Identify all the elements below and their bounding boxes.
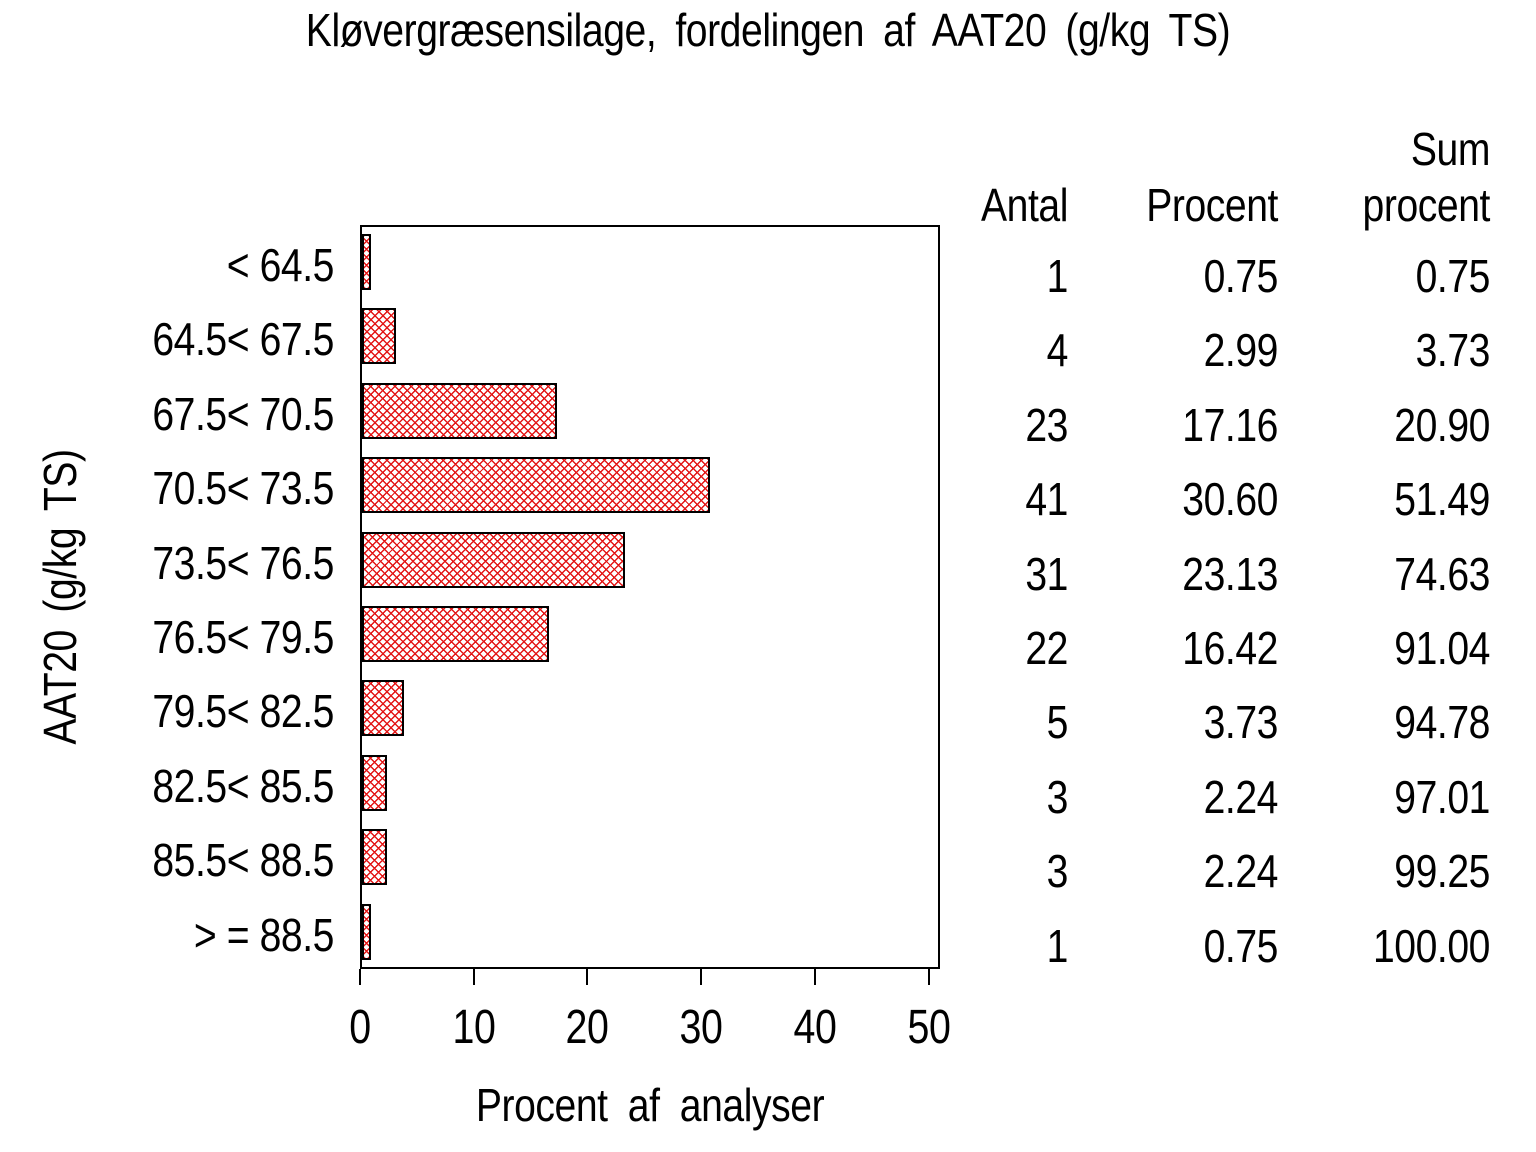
category-label: < 64.5 (226, 239, 335, 291)
bar (362, 829, 387, 886)
bar (362, 457, 710, 514)
x-tick-mark (813, 969, 816, 985)
table-cell-antal: 1 (1046, 250, 1069, 302)
table-cell-antal: 3 (1046, 770, 1069, 823)
table-header-procent: Procent (1146, 179, 1278, 231)
table-cell-sum-procent: 20.90 (1394, 398, 1490, 451)
category-label: 67.5< 70.5 (152, 387, 334, 440)
table-cell-sum-procent: 99.25 (1394, 845, 1490, 898)
category-label: 79.5< 82.5 (152, 685, 334, 738)
table-header-antal: Antal (980, 179, 1068, 231)
x-tick-mark (472, 969, 475, 985)
x-tick-mark (359, 969, 361, 985)
bar (362, 754, 387, 811)
x-tick-mark (927, 969, 930, 985)
x-tick-label: 20 (565, 1001, 609, 1054)
bar (362, 234, 371, 290)
table-header-sum-line2: procent (1362, 179, 1491, 231)
table-cell-sum-procent: 100.00 (1372, 919, 1490, 972)
x-tick-mark (700, 969, 703, 985)
category-label: 73.5< 76.5 (152, 536, 334, 589)
table-cell-antal: 5 (1046, 696, 1069, 749)
x-tick-label: 30 (679, 1001, 723, 1054)
table-cell-procent: 17.16 (1182, 398, 1278, 451)
table-cell-antal: 1 (1046, 919, 1069, 972)
bar (362, 308, 396, 365)
category-label: 85.5< 88.5 (152, 834, 334, 887)
bar (362, 382, 557, 439)
table-cell-procent: 0.75 (1203, 919, 1279, 972)
table-cell-procent: 0.75 (1203, 250, 1279, 302)
category-label: 82.5< 85.5 (152, 759, 334, 812)
table-cell-procent: 16.42 (1182, 622, 1278, 674)
x-tick-mark (586, 969, 589, 985)
table-cell-antal: 31 (1025, 547, 1068, 600)
bar (362, 531, 625, 588)
category-label: 64.5< 67.5 (152, 313, 334, 366)
table-cell-procent: 30.60 (1182, 473, 1278, 526)
table-cell-sum-procent: 94.78 (1394, 696, 1490, 749)
x-tick-label: 10 (452, 1001, 496, 1054)
x-tick-label: 0 (349, 1001, 371, 1054)
table-cell-procent: 2.99 (1203, 324, 1279, 377)
table-cell-antal: 41 (1025, 473, 1068, 526)
table-header-sum-line1: Sum (1410, 123, 1491, 175)
x-tick-label: 50 (907, 1001, 950, 1054)
table-cell-sum-procent: 3.73 (1415, 324, 1491, 377)
x-axis-label: Procent af analyser (475, 1079, 825, 1131)
table-cell-sum-procent: 0.75 (1415, 250, 1491, 302)
bar (362, 606, 549, 662)
table-cell-antal: 23 (1025, 398, 1068, 451)
category-label: 70.5< 73.5 (152, 462, 334, 515)
table-cell-sum-procent: 74.63 (1394, 547, 1490, 600)
chart-title: Kløvergræsensilage, fordelingen af AAT20… (305, 4, 1231, 56)
bar (362, 903, 371, 960)
table-cell-sum-procent: 97.01 (1394, 770, 1490, 823)
table-cell-procent: 23.13 (1182, 547, 1278, 600)
bar (362, 680, 404, 737)
plot-area (360, 225, 940, 969)
table-cell-antal: 3 (1046, 845, 1069, 898)
table-cell-procent: 2.24 (1203, 845, 1279, 898)
table-cell-antal: 4 (1046, 324, 1069, 377)
table-cell-procent: 2.24 (1203, 770, 1279, 823)
x-tick-label: 40 (793, 1001, 837, 1054)
category-label: > = 88.5 (193, 908, 335, 961)
category-label: 76.5< 79.5 (152, 611, 334, 663)
table-cell-antal: 22 (1025, 622, 1068, 674)
table-cell-sum-procent: 51.49 (1394, 473, 1490, 526)
table-cell-procent: 3.73 (1203, 696, 1279, 749)
table-cell-sum-procent: 91.04 (1394, 622, 1490, 674)
